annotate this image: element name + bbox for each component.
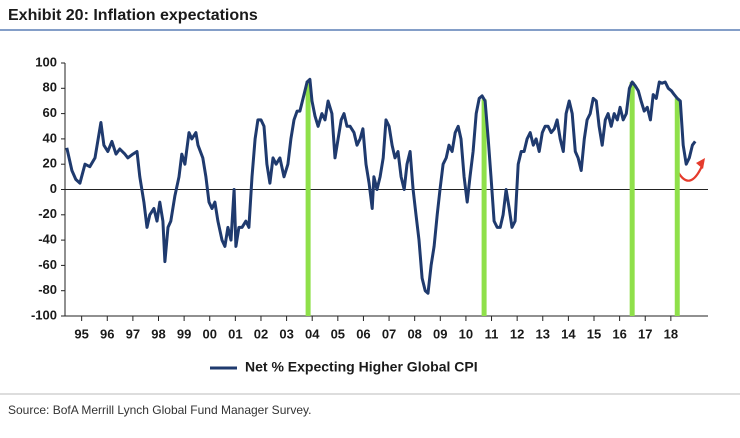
x-tick-label: 17 — [638, 326, 652, 341]
y-tick-label: -100 — [31, 307, 57, 322]
x-tick-label: 97 — [126, 326, 140, 341]
x-tick-label: 98 — [151, 326, 165, 341]
x-tick-label: 12 — [510, 326, 524, 341]
x-tick-label: 99 — [177, 326, 191, 341]
highlight-bar — [629, 81, 635, 316]
highlight-bar — [481, 99, 487, 316]
legend-label: Net % Expecting Higher Global CPI — [245, 359, 478, 375]
x-tick-label: 18 — [664, 326, 678, 341]
x-tick-label: 03 — [279, 326, 293, 341]
trend-arrow — [677, 165, 703, 182]
x-tick-label: 95 — [74, 326, 88, 341]
x-tick-label: 10 — [459, 326, 473, 341]
y-tick-label: -80 — [38, 282, 57, 297]
x-tick-label: 16 — [612, 326, 626, 341]
x-tick-label: 00 — [203, 326, 217, 341]
x-tick-label: 04 — [305, 326, 320, 341]
x-tick-label: 15 — [587, 326, 601, 341]
x-tick-label: 96 — [100, 326, 114, 341]
y-tick-label: -40 — [38, 232, 57, 247]
y-tick-label: 0 — [50, 181, 57, 196]
x-tick-label: 02 — [254, 326, 268, 341]
highlight-bar — [305, 81, 311, 317]
chart-title: Exhibit 20: Inflation expectations — [8, 7, 258, 24]
x-tick-label: 14 — [561, 326, 576, 341]
x-tick-label: 13 — [536, 326, 550, 341]
data-line — [65, 77, 697, 295]
x-tick-label: 05 — [331, 326, 345, 341]
y-tick-label: 60 — [43, 105, 57, 120]
y-tick-label: 40 — [43, 130, 57, 145]
source-note: Source: BofA Merrill Lynch Global Fund M… — [8, 403, 311, 417]
x-tick-label: 09 — [433, 326, 447, 341]
trend-arrowhead — [696, 158, 705, 169]
y-tick-label: 100 — [35, 54, 57, 69]
x-tick-label: 01 — [228, 326, 242, 341]
x-tick-label: 07 — [382, 326, 396, 341]
highlight-bar — [674, 98, 680, 316]
y-tick-label: 80 — [43, 80, 57, 95]
y-tick-label: 20 — [43, 156, 57, 171]
x-tick-label: 06 — [356, 326, 370, 341]
y-tick-label: -60 — [38, 257, 57, 272]
y-tick-label: -20 — [38, 206, 57, 221]
x-tick-label: 11 — [485, 326, 499, 341]
x-tick-label: 08 — [407, 326, 421, 341]
